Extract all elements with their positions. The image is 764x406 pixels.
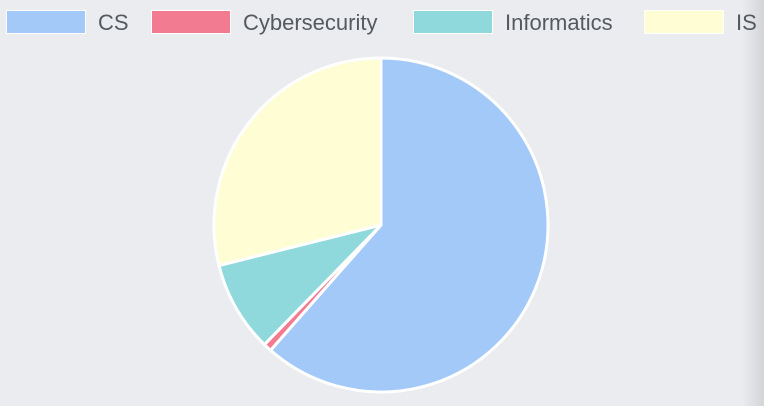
- legend-label-cs: CS: [98, 10, 129, 35]
- legend-swatch-informatics: [413, 10, 493, 34]
- pie-slice-informatics[interactable]: [217, 223, 383, 347]
- right-edge-shadow: [742, 0, 764, 406]
- chart-legend: CS Cybersecurity Informatics IS: [0, 0, 764, 46]
- pie-slice-cs[interactable]: [269, 56, 550, 394]
- legend-label-is: IS: [736, 10, 757, 35]
- pie-slice-is[interactable]: [212, 56, 383, 268]
- legend-swatch-cybersecurity: [151, 10, 231, 34]
- legend-swatch-cs: [6, 10, 86, 34]
- legend-label-cybersecurity: Cybersecurity: [243, 10, 378, 35]
- legend-swatch-is: [644, 10, 724, 34]
- legend-label-informatics: Informatics: [505, 10, 613, 35]
